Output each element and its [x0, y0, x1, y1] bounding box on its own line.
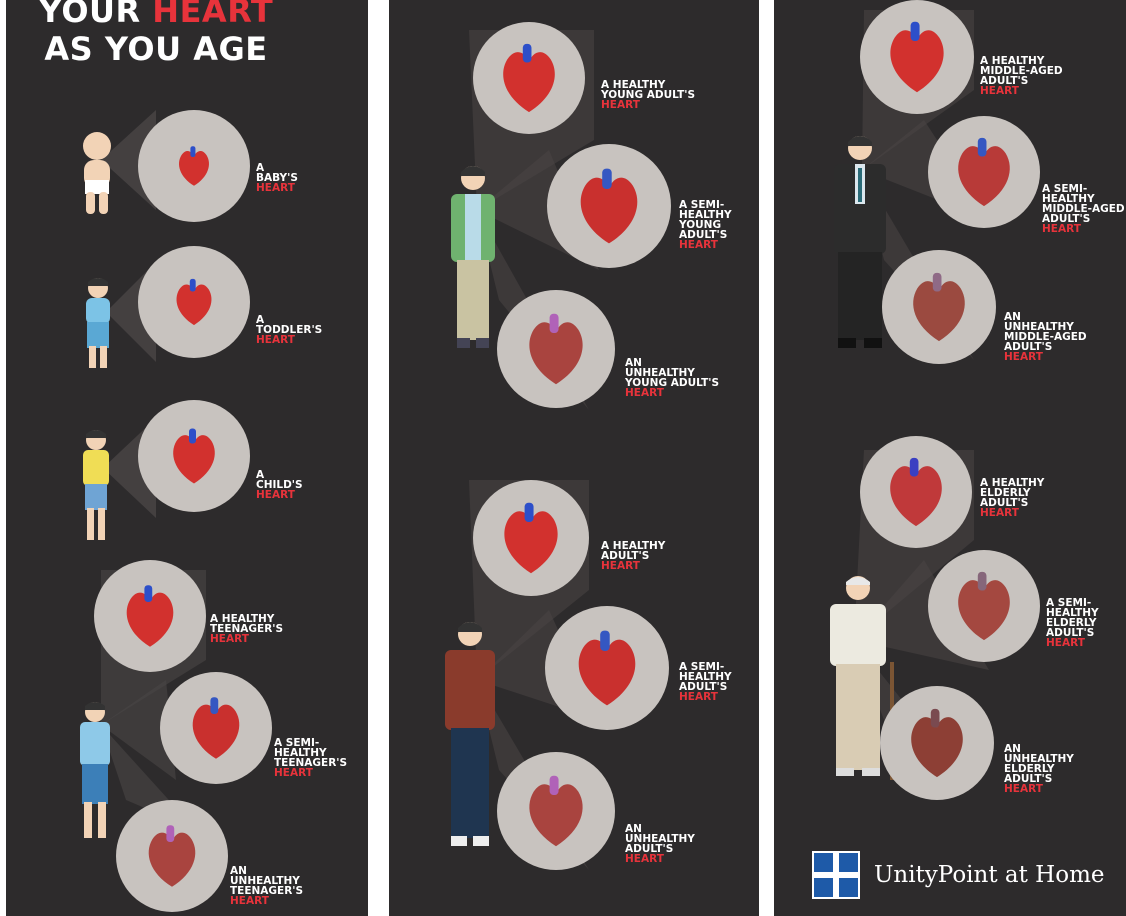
teen-unhealthy-heart-circle: [116, 800, 228, 912]
cross-logo-icon: [812, 851, 860, 899]
adult-semi-heart-circle: [545, 606, 669, 730]
label-ma-semi: A SEMI- HEALTHY MIDDLE-AGED ADULT'S HEART: [1042, 183, 1125, 235]
baby-heart-circle: [138, 110, 250, 222]
adult-figure: [445, 622, 495, 846]
young-adult-figure: [451, 166, 495, 348]
logo-text: UnityPoint at Home: [874, 862, 1105, 888]
child-figure: [83, 430, 109, 540]
toddler-heart-circle: [138, 246, 250, 358]
heart-icon: [173, 428, 215, 484]
label-toddler: A TODDLER'S HEART: [256, 314, 323, 346]
label-ma-unhealthy: AN UNHEALTHY MIDDLE-AGED ADULT'S HEART: [1004, 311, 1087, 363]
title-line-1: YOUR HEART: [38, 0, 274, 30]
toddler-figure: [86, 278, 110, 368]
label-ma-healthy: A HEALTHY MIDDLE-AGED ADULT'S HEART: [980, 55, 1063, 97]
heart-icon: [958, 571, 1010, 641]
elderly-figure: [830, 576, 894, 780]
heart-icon: [911, 708, 963, 778]
label-adult-semi: A SEMI- HEALTHY ADULT'S HEART: [679, 661, 732, 703]
ya-healthy-heart-circle: [473, 22, 585, 134]
label-child: A CHILD'S HEART: [256, 469, 303, 501]
label-el-unhealthy: AN UNHEALTHY ELDERLY ADULT'S HEART: [1004, 743, 1074, 795]
panel-later-life: A HEALTHY MIDDLE-AGED ADULT'S HEART A SEMI-…: [774, 0, 1126, 916]
heart-icon: [958, 137, 1010, 207]
label-ya-semi: A SEMI- HEALTHY YOUNG ADULT'S HEART: [679, 199, 732, 251]
baby-figure: [83, 132, 111, 214]
title-line-2: AS YOU AGE: [44, 30, 268, 68]
unitypoint-logo: UnityPoint at Home: [812, 851, 1105, 899]
label-ya-unhealthy: AN UNHEALTHY YOUNG ADULT'S HEART: [625, 357, 720, 399]
ma-healthy-heart-circle: [860, 0, 974, 114]
heart-icon: [529, 313, 583, 385]
label-ya-healthy: A HEALTHY YOUNG ADULT'S HEART: [601, 79, 696, 111]
heart-icon: [890, 21, 944, 93]
teen-healthy-heart-circle: [94, 560, 206, 672]
heart-icon: [580, 168, 638, 244]
ma-semi-heart-circle: [928, 116, 1040, 228]
heart-icon: [192, 697, 240, 759]
ya-semi-heart-circle: [547, 144, 671, 268]
label-teen-unhealthy: AN UNHEALTHY TEENAGER'S HEART: [230, 865, 304, 907]
heart-icon: [176, 278, 212, 326]
adult-unhealthy-heart-circle: [497, 752, 615, 870]
label-el-healthy: A HEALTHY ELDERLY ADULT'S HEART: [980, 477, 1045, 519]
panel-childhood: YOUR HEART AS YOU AGE A BABY'S HEART A TODD…: [6, 0, 368, 916]
child-heart-circle: [138, 400, 250, 512]
heart-icon: [578, 630, 636, 706]
heart-icon: [529, 775, 583, 847]
heart-icon: [503, 43, 555, 113]
label-teen-healthy: A HEALTHY TEENAGER'S HEART: [210, 613, 284, 645]
teen-semi-heart-circle: [160, 672, 272, 784]
middle-aged-figure: [834, 136, 886, 348]
ma-unhealthy-heart-circle: [882, 250, 996, 364]
teenager-figure: [80, 702, 110, 838]
el-unhealthy-heart-circle: [880, 686, 994, 800]
label-baby: A BABY'S HEART: [256, 162, 298, 194]
ya-unhealthy-heart-circle: [497, 290, 615, 408]
label-el-semi: A SEMI- HEALTHY ELDERLY ADULT'S HEART: [1046, 597, 1099, 649]
heart-icon: [126, 585, 174, 647]
label-adult-healthy: A HEALTHY ADULT'S HEART: [601, 540, 666, 572]
heart-icon: [913, 272, 965, 342]
heart-icon: [179, 146, 209, 186]
el-semi-heart-circle: [928, 550, 1040, 662]
heart-icon: [890, 457, 942, 527]
heart-icon: [148, 825, 196, 887]
heart-icon: [504, 502, 558, 574]
label-teen-semi: A SEMI- HEALTHY TEENAGER'S HEART: [274, 737, 348, 779]
el-healthy-heart-circle: [860, 436, 972, 548]
adult-healthy-heart-circle: [473, 480, 589, 596]
panel-adulthood: A HEALTHY YOUNG ADULT'S HEART A SEMI- HEALT…: [389, 0, 759, 916]
label-adult-unhealthy: AN UNHEALTHY ADULT'S HEART: [625, 823, 695, 865]
